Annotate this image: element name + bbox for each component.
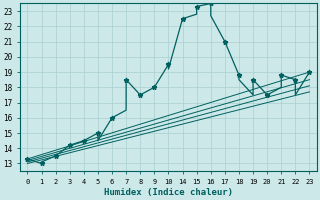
X-axis label: Humidex (Indice chaleur): Humidex (Indice chaleur) [104, 188, 233, 197]
